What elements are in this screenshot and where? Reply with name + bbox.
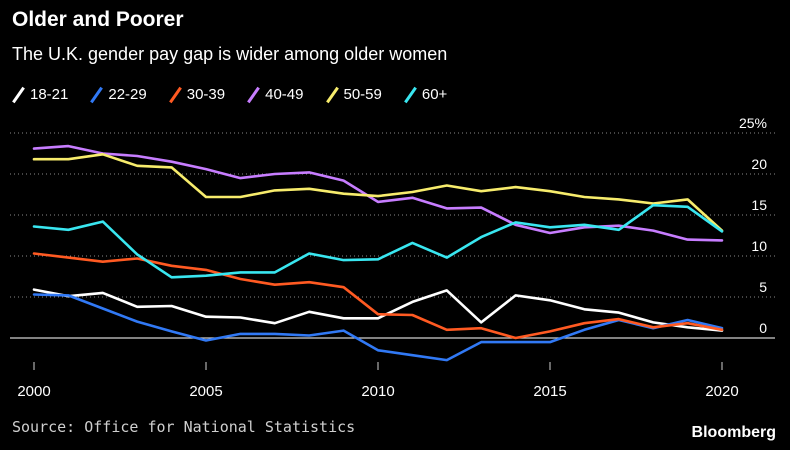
- legend-item-22-29: 22-29: [90, 86, 146, 103]
- y-tick-label: 15: [751, 197, 767, 213]
- series-line-30-39: [32, 252, 724, 340]
- y-tick-label: 25%: [739, 115, 767, 131]
- legend-label: 18-21: [30, 86, 69, 103]
- legend-label: 30-39: [186, 86, 226, 103]
- legend-label: 60+: [421, 86, 448, 103]
- source-note: Source: Office for National Statistics: [12, 418, 356, 436]
- legend-label: 40-49: [265, 86, 304, 103]
- x-tick-label: 2015: [533, 383, 566, 400]
- chart-subtitle: The U.K. gender pay gap is wider among o…: [12, 44, 448, 64]
- y-tick-label: 5: [759, 279, 767, 295]
- x-tick-label: 2000: [17, 383, 50, 400]
- legend: 18-21 22-29 30-39 40-49 50-59 60+: [12, 86, 469, 103]
- y-tick-label: 20: [751, 156, 767, 172]
- legend-item-40-49: 40-49: [247, 86, 303, 103]
- legend-item-60-plus: 60+: [404, 86, 447, 103]
- y-tick-label: 10: [751, 238, 767, 254]
- legend-item-30-39: 30-39: [169, 86, 225, 103]
- legend-item-50-59: 50-59: [326, 86, 382, 103]
- series-line-60-plus: [32, 203, 724, 279]
- x-tick-label: 2005: [189, 383, 222, 400]
- bloomberg-logo: Bloomberg: [691, 424, 776, 441]
- series-line-18-21: [32, 288, 724, 332]
- series-line-22-29: [32, 293, 724, 362]
- legend-label: 50-59: [343, 86, 382, 103]
- chart-title: Older and Poorer: [12, 8, 184, 31]
- x-tick-label: 2010: [361, 383, 394, 400]
- legend-label: 22-29: [108, 86, 147, 103]
- x-tick-label: 2020: [705, 383, 738, 400]
- series-line-50-59: [32, 153, 724, 232]
- series-line-40-49: [32, 144, 724, 242]
- legend-item-18-21: 18-21: [12, 86, 68, 103]
- y-tick-label: 0: [759, 320, 767, 336]
